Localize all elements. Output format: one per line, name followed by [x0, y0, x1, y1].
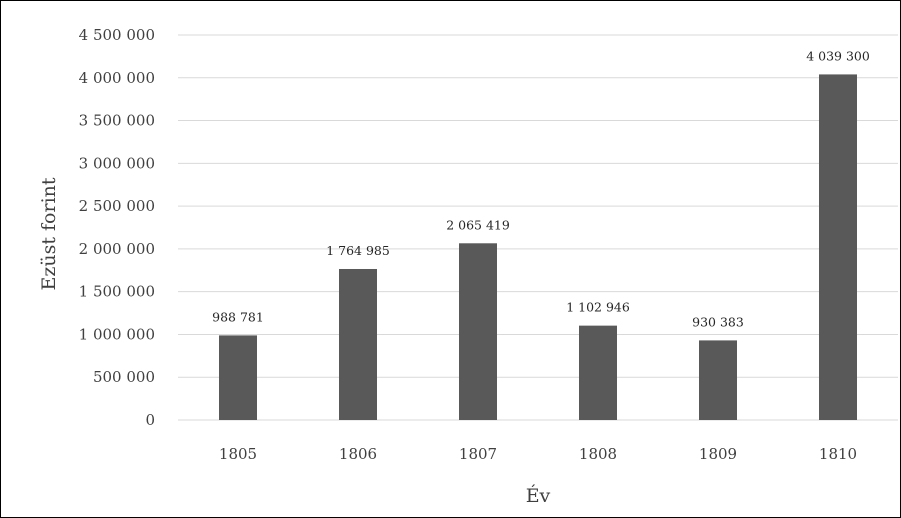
y-tick-label: 2 500 000 — [79, 197, 155, 215]
bar — [579, 325, 617, 420]
data-label: 1 764 985 — [326, 243, 390, 258]
x-tick-label: 1810 — [819, 445, 857, 463]
bar — [819, 74, 857, 421]
y-axis-ticks: 0 500 000 1 000 000 1 500 000 2 000 000 2 500… — [79, 26, 155, 429]
bars — [219, 74, 857, 421]
data-label: 2 065 419 — [446, 217, 510, 232]
x-tick-label: 1808 — [579, 445, 617, 463]
y-tick-label: 3 000 000 — [79, 154, 155, 172]
y-tick-label: 4 500 000 — [79, 26, 155, 44]
x-axis-ticks: 1805 1806 1807 1808 1809 1810 — [219, 445, 857, 463]
gridlines — [178, 34, 898, 421]
data-label: 4 039 300 — [806, 48, 870, 63]
bar — [699, 340, 737, 420]
bar — [219, 335, 257, 420]
y-tick-label: 1 000 000 — [79, 325, 155, 343]
y-tick-label: 1 500 000 — [79, 283, 155, 301]
x-tick-label: 1809 — [699, 445, 737, 463]
bar — [459, 243, 497, 420]
y-tick-label: 2 000 000 — [79, 240, 155, 258]
y-tick-label: 4 000 000 — [79, 69, 155, 87]
y-tick-label: 3 500 000 — [79, 112, 155, 130]
x-tick-label: 1807 — [459, 445, 497, 463]
x-tick-label: 1806 — [339, 445, 377, 463]
data-labels: 988 781 1 764 985 2 065 419 1 102 946 930 38… — [212, 48, 870, 329]
data-label: 930 383 — [692, 314, 744, 329]
data-label: 1 102 946 — [566, 300, 630, 315]
data-label: 988 781 — [212, 309, 264, 324]
y-axis-title: Ezüst forint — [38, 177, 60, 290]
y-tick-label: 0 — [145, 411, 155, 429]
x-axis-title: Év — [526, 484, 551, 507]
bar — [339, 268, 377, 420]
x-tick-label: 1805 — [219, 445, 257, 463]
y-tick-label: 500 000 — [93, 368, 155, 386]
